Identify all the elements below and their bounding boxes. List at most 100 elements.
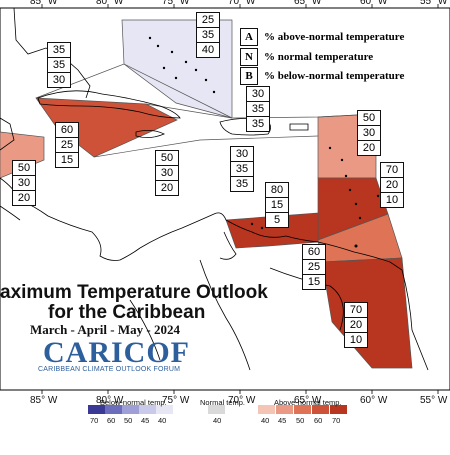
colorbar-tick-above-60: 60 bbox=[314, 416, 323, 425]
prob-box-hispaniola: 30 35 35 bbox=[230, 146, 254, 192]
colorbar-tick-above-45: 45 bbox=[278, 416, 287, 425]
colorbar-swatch-above_40 bbox=[258, 405, 275, 414]
colorbar bbox=[88, 405, 347, 414]
lon-label-top-65: 65° W bbox=[294, 0, 322, 7]
colorbar-swatch-above_50 bbox=[294, 405, 311, 414]
region-outline-caribbean-south bbox=[93, 135, 319, 158]
prob-normal: 25 bbox=[56, 138, 78, 153]
lon-label-bottom-60: 60° W bbox=[360, 395, 388, 406]
region-belize bbox=[0, 131, 45, 179]
colorbar-tick-below-45: 45 bbox=[141, 416, 150, 425]
colorbar-tick-above-40: 40 bbox=[261, 416, 270, 425]
prob-below: 15 bbox=[307, 276, 321, 288]
lon-label-top-75: 75° W bbox=[162, 0, 190, 7]
prob-normal: 35 bbox=[247, 102, 269, 117]
prob-below: 20 bbox=[160, 182, 174, 194]
colorbar-tick-below-60: 60 bbox=[107, 416, 116, 425]
key-letter-above: A bbox=[240, 28, 258, 46]
key-letter-normal: N bbox=[240, 48, 258, 66]
colorbar-above-label: Above-normal temp. bbox=[274, 398, 342, 407]
lon-label-bottom-70: 70° W bbox=[228, 395, 256, 406]
lon-label-top-70: 70° W bbox=[228, 0, 256, 7]
colorbar-swatch-below_60 bbox=[105, 405, 122, 414]
prob-box-bahamas: 25 35 40 bbox=[196, 12, 220, 58]
prob-below: 10 bbox=[385, 194, 399, 206]
lon-label-top-55: 55° W bbox=[420, 0, 448, 7]
colorbar-tick-below-70: 70 bbox=[90, 416, 99, 425]
key-text-above: % above-normal temperature bbox=[264, 31, 405, 43]
prob-above: 60 bbox=[56, 123, 78, 138]
lon-label-bottom-65: 65° W bbox=[294, 395, 322, 406]
region-abc bbox=[225, 212, 319, 249]
colorbar-tick-below-50: 50 bbox=[124, 416, 133, 425]
caricof-logo-subtitle: CARIBBEAN CLIMATE OUTLOOK FORUM bbox=[38, 366, 181, 373]
lon-label-bottom-75: 75° W bbox=[162, 395, 190, 406]
prob-normal: 35 bbox=[231, 162, 253, 177]
prob-box-abc: 80 15 5 bbox=[265, 182, 289, 228]
prob-above: 50 bbox=[156, 151, 178, 166]
colorbar-swatch-below_40 bbox=[156, 405, 173, 414]
prob-box-jamaica: 50 30 20 bbox=[155, 150, 179, 196]
colorbar-tick-above-70: 70 bbox=[332, 416, 341, 425]
prob-above: 25 bbox=[197, 13, 219, 28]
prob-normal: 30 bbox=[156, 166, 178, 181]
key-text-normal: % normal temperature bbox=[264, 51, 374, 63]
prob-below: 35 bbox=[235, 178, 249, 190]
colorbar-swatch-below_70 bbox=[88, 405, 105, 414]
prob-normal: 15 bbox=[266, 198, 288, 213]
prob-box-leeward: 50 30 20 bbox=[357, 110, 381, 156]
prob-above: 30 bbox=[231, 147, 253, 162]
prob-above: 60 bbox=[303, 245, 325, 260]
prob-box-belize: 50 30 20 bbox=[12, 160, 36, 206]
prob-above: 70 bbox=[345, 303, 367, 318]
lon-label-top-80: 80° W bbox=[96, 0, 124, 7]
prob-normal: 35 bbox=[197, 28, 219, 43]
prob-box-guianas: 70 20 10 bbox=[344, 302, 368, 348]
prob-below: 35 bbox=[251, 118, 265, 130]
key-below: B % below-normal temperature bbox=[240, 67, 404, 85]
prob-box-windward: 70 20 10 bbox=[380, 162, 404, 208]
coastlines bbox=[0, 7, 429, 371]
colorbar-tick-below-40: 40 bbox=[158, 416, 167, 425]
prob-above: 50 bbox=[13, 161, 35, 176]
colorbar-swatch-above_45 bbox=[276, 405, 293, 414]
prob-below: 40 bbox=[201, 44, 215, 56]
colorbar-swatch-below_45 bbox=[139, 405, 156, 414]
prob-below: 10 bbox=[349, 334, 363, 346]
map-subtitle: for the Caribbean bbox=[48, 302, 206, 323]
prob-above: 70 bbox=[381, 163, 403, 178]
lon-label-bottom-85: 85° W bbox=[30, 395, 58, 406]
key-normal: N % normal temperature bbox=[240, 48, 373, 66]
colorbar-tick-normal-40: 40 bbox=[213, 416, 222, 425]
map-title: aximum Temperature Outlook bbox=[0, 282, 268, 303]
lon-label-top-85: 85° W bbox=[30, 0, 58, 7]
colorbar-normal-label: Normal temp. bbox=[200, 398, 246, 407]
prob-above: 30 bbox=[247, 87, 269, 102]
colorbar-swatch-above_70 bbox=[330, 405, 347, 414]
lon-label-top-60: 60° W bbox=[360, 0, 388, 7]
prob-below: 5 bbox=[273, 214, 281, 226]
colorbar-swatch-normal_40 bbox=[208, 405, 225, 414]
key-letter-below: B bbox=[240, 67, 258, 85]
prob-above: 50 bbox=[358, 111, 380, 126]
prob-box-pr-vi: 30 35 35 bbox=[246, 86, 270, 132]
region-outline-greater-antilles bbox=[145, 103, 377, 119]
map-period: March - April - May - 2024 bbox=[30, 322, 180, 337]
lon-label-bottom-80: 80° W bbox=[96, 395, 124, 406]
prob-normal: 20 bbox=[381, 178, 403, 193]
key-text-below: % below-normal temperature bbox=[264, 70, 405, 82]
prob-normal: 30 bbox=[13, 176, 35, 191]
prob-normal: 35 bbox=[48, 58, 70, 73]
prob-below: 20 bbox=[17, 192, 31, 204]
longitude-ticks bbox=[41, 4, 439, 394]
key-above: A % above-normal temperature bbox=[240, 28, 404, 46]
colorbar-tick-above-50: 50 bbox=[296, 416, 305, 425]
prob-normal: 20 bbox=[345, 318, 367, 333]
prob-below: 30 bbox=[52, 74, 66, 86]
colorbar-below-label: Below-normal temp. bbox=[100, 398, 167, 407]
lon-label-bottom-55: 55° W bbox=[420, 395, 448, 406]
prob-box-trinidad: 60 25 15 bbox=[302, 244, 326, 290]
colorbar-swatch-above_60 bbox=[312, 405, 329, 414]
